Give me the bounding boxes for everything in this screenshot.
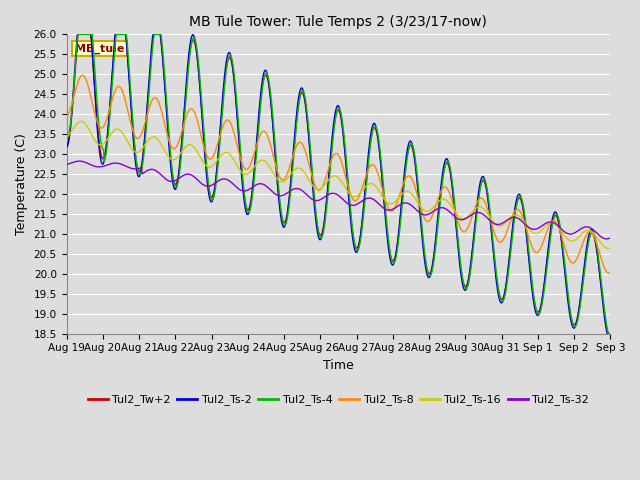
Legend: Tul2_Tw+2, Tul2_Ts-2, Tul2_Ts-4, Tul2_Ts-8, Tul2_Ts-16, Tul2_Ts-32: Tul2_Tw+2, Tul2_Ts-2, Tul2_Ts-4, Tul2_Ts… <box>83 390 593 410</box>
Text: MB_tule: MB_tule <box>75 43 124 54</box>
Title: MB Tule Tower: Tule Temps 2 (3/23/17-now): MB Tule Tower: Tule Temps 2 (3/23/17-now… <box>189 15 487 29</box>
X-axis label: Time: Time <box>323 359 354 372</box>
Y-axis label: Temperature (C): Temperature (C) <box>15 133 28 235</box>
